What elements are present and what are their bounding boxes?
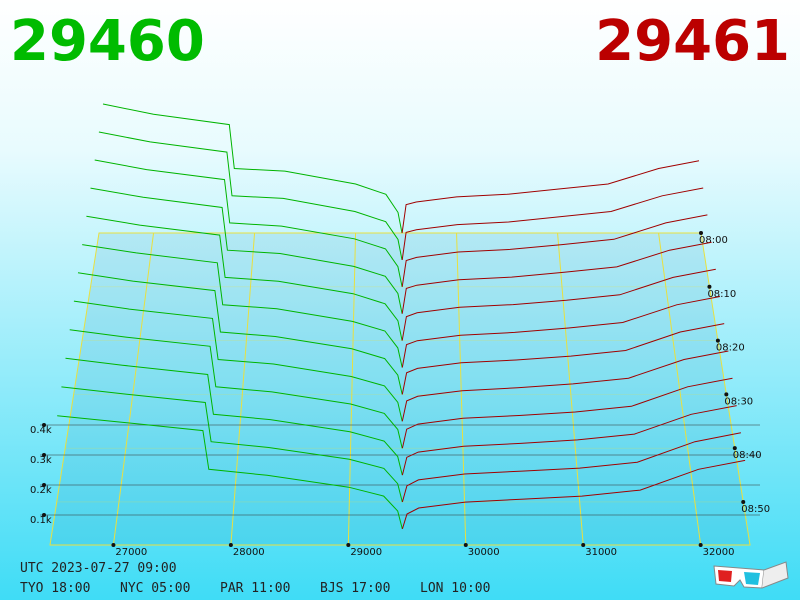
y-tick [42, 483, 46, 487]
ask-price: 29461 [595, 9, 790, 74]
bid-depth-line [73, 300, 403, 422]
x-tick-label: 27000 [115, 547, 147, 558]
x-tick-label: 30000 [468, 547, 500, 558]
z-tick [732, 446, 737, 451]
z-tick [741, 499, 746, 504]
bid-depth-line [82, 244, 403, 368]
bid-depth-line [102, 103, 403, 234]
city-time: TYO 18:00 [20, 581, 90, 596]
grid-line [112, 232, 155, 546]
z-tick [715, 338, 720, 343]
grid-line [456, 232, 467, 546]
z-tick-label: 08:40 [733, 450, 762, 461]
y-tick [42, 453, 46, 457]
x-tick [581, 543, 586, 547]
z-tick-label: 08:50 [741, 504, 770, 515]
x-tick [698, 543, 703, 547]
city-time: PAR 11:00 [220, 581, 290, 596]
x-tick [463, 543, 468, 547]
z-tick-label: 08:00 [699, 235, 728, 246]
x-tick [228, 543, 233, 547]
z-tick-label: 08:10 [707, 289, 736, 300]
y-tick [42, 423, 46, 427]
grid-line [347, 232, 357, 546]
y-tick-label: 0.1k [30, 515, 52, 526]
ask-depth-line [401, 241, 712, 314]
city-times: TYO 18:00 NYC 05:00 PAR 11:00 BJS 17:00 LON … [20, 581, 490, 596]
ask-depth-line [401, 214, 708, 287]
ask-depth-line [401, 323, 725, 395]
floor: 27000 28000 29000 30000 31000 32000 0.1k 0.2k 0.… [30, 231, 770, 558]
x-tick [346, 543, 351, 547]
x-tick-label: 28000 [233, 547, 265, 558]
bid-depth-line [94, 159, 403, 287]
bid-depth-line [61, 386, 403, 503]
x-tick-label: 31000 [585, 547, 617, 558]
grid-line [658, 232, 702, 546]
y-tick-label: 0.4k [30, 425, 52, 436]
ask-depth-line [401, 160, 700, 234]
ask-depth-line [401, 268, 716, 341]
city-time: BJS 17:00 [320, 581, 390, 596]
grid-line [557, 232, 584, 546]
z-tick [699, 231, 703, 235]
ask-depth-line [401, 187, 704, 260]
y-tick-label: 0.2k [30, 485, 52, 496]
bid-depth-line [90, 187, 403, 314]
z-tick [707, 284, 712, 289]
bid-depth-line [77, 272, 403, 395]
3d-glasses-icon [713, 561, 789, 589]
city-time: NYC 05:00 [120, 581, 190, 596]
utc-time: UTC 2023-07-27 09:00 [20, 561, 177, 576]
bid-depth-line [69, 329, 403, 449]
bid-depth-line [65, 357, 403, 476]
ask-depth-line [401, 459, 746, 530]
ask-depth-line [401, 350, 729, 422]
plot [57, 103, 746, 530]
bid-depth-line [86, 215, 403, 341]
z-tick-label: 08:30 [724, 396, 753, 407]
y-tick-label: 0.3k [30, 455, 52, 466]
ask-depth-line [401, 296, 721, 368]
z-tick [724, 392, 729, 397]
x-tick-label: 32000 [703, 547, 735, 558]
ask-depth-line [401, 405, 737, 476]
ask-depth-line [401, 432, 741, 503]
city-time: LON 10:00 [420, 581, 490, 596]
bid-depth-line [98, 131, 403, 260]
x-tick-label: 29000 [350, 547, 382, 558]
bid-depth-line [57, 415, 403, 530]
y-tick [42, 513, 46, 517]
floor-plane [49, 232, 751, 546]
x-tick [111, 543, 116, 547]
z-tick-label: 08:20 [716, 343, 745, 354]
bid-price: 29460 [10, 9, 205, 74]
ask-depth-line [401, 377, 733, 449]
